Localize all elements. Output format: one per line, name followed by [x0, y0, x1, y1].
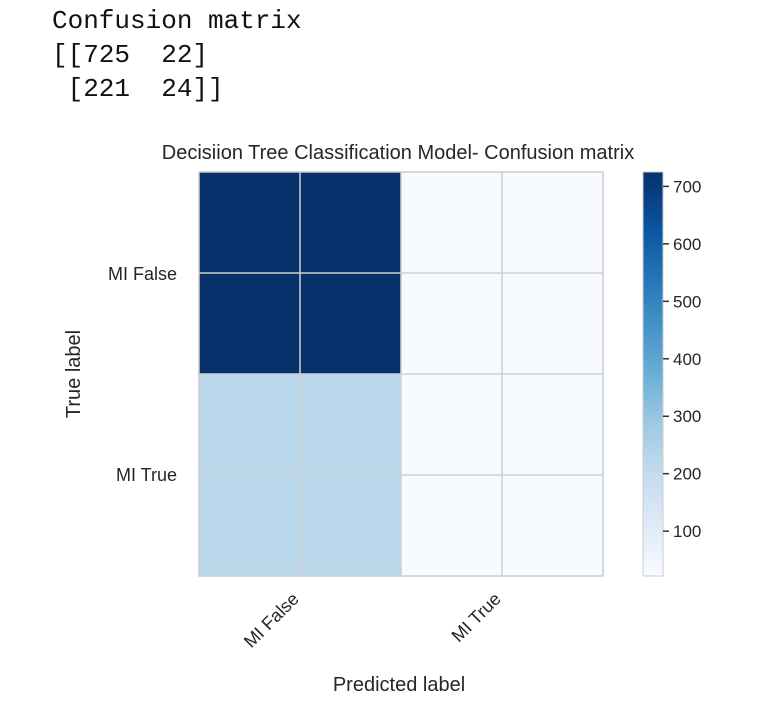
chart-title: Decisiion Tree Classification Model- Con… [162, 142, 634, 164]
heatmap-grid [199, 172, 603, 576]
y-tick-label-mi-false: MI False [108, 264, 177, 284]
colorbar-tick-label: 700 [673, 177, 701, 196]
colorbar-tick-label: 500 [673, 292, 701, 311]
plot-frame [198, 171, 604, 577]
colorbar-tick-label: 600 [673, 235, 701, 254]
console-output: Confusion matrix [[725 22] [221 24]] [52, 4, 302, 106]
colorbar [642, 171, 664, 577]
y-axis-label: True label [63, 330, 85, 418]
colorbar-tick-label: 200 [673, 465, 701, 484]
x-tick-label-mi-false: MI False [240, 589, 303, 652]
y-tick-label-mi-true: MI True [116, 465, 177, 485]
x-tick-label-mi-true: MI True [448, 589, 505, 646]
console-line-title: Confusion matrix [52, 6, 302, 36]
colorbar-ticks: 100 200 300 400 500 600 700 [663, 177, 701, 541]
colorbar-tick-label: 100 [673, 522, 701, 541]
colorbar-tick-label: 400 [673, 350, 701, 369]
x-axis-label: Predicted label [333, 674, 465, 696]
console-line-row-2: [221 24]] [52, 74, 224, 104]
console-line-row-1: [[725 22] [52, 40, 209, 70]
colorbar-tick-label: 300 [673, 407, 701, 426]
